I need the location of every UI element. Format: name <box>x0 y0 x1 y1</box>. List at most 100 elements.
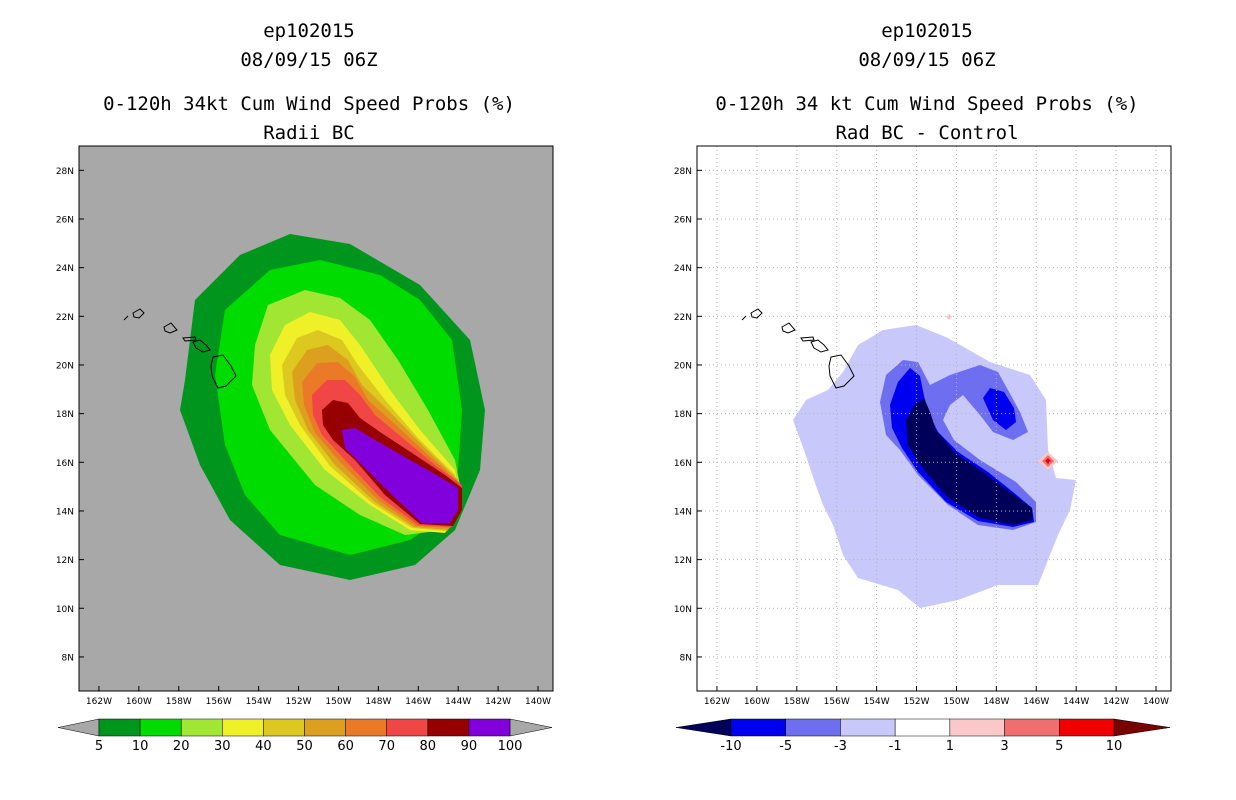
colorbar-swatch <box>263 718 305 737</box>
colorbar-swatch <box>785 718 841 737</box>
colorbar-label: 50 <box>296 739 313 754</box>
lat-tick-label: 18N <box>674 410 692 420</box>
lat-tick-label: 20N <box>56 361 74 371</box>
lat-tick-label: 24N <box>674 264 692 274</box>
probability-contours <box>180 234 485 580</box>
colorbar-label: 70 <box>378 739 395 754</box>
lon-tick-label: 146W <box>405 697 431 707</box>
hawaii-coastline <box>741 308 855 389</box>
lon-tick-label: 162W <box>704 697 730 707</box>
maui-island <box>810 339 829 353</box>
colorbar-label: 40 <box>255 739 272 754</box>
colorbar-label: 100 <box>498 739 523 754</box>
molokai-island <box>182 336 197 342</box>
lon-tick-label: 144W <box>1063 697 1089 707</box>
lon-tick-label: 154W <box>246 697 272 707</box>
colorbar-right-arrow <box>509 718 553 737</box>
lon-tick-label: 148W <box>365 697 391 707</box>
map-axes: 28N 26N 24N 22N 20N 18N 16N 14N 12N 10N 8N 162W 160W… <box>56 167 551 707</box>
colorbar-swatch <box>730 718 786 737</box>
kauai-island <box>750 308 763 319</box>
colorbar-swatch <box>139 718 182 737</box>
colorbar-swatch <box>1059 718 1115 737</box>
colorbar-label: -5 <box>779 739 792 754</box>
lat-tick-label: 24N <box>56 264 74 274</box>
lon-tick-label: 156W <box>824 697 850 707</box>
colorbar-swatch <box>1004 718 1060 737</box>
colorbar-label: 5 <box>1055 739 1063 754</box>
hawaii-big-island <box>210 354 237 389</box>
storm-id-title: ep102015 <box>263 20 355 42</box>
colorbar-swatch <box>222 718 264 737</box>
date-title: 08/09/15 06Z <box>858 49 996 71</box>
lat-tick-label: 10N <box>56 605 74 615</box>
lon-tick-label: 158W <box>166 697 192 707</box>
kauai-island <box>132 308 145 319</box>
colorbar-swatch <box>468 718 511 737</box>
lon-tick-label: 140W <box>525 697 551 707</box>
niihau-island <box>741 315 747 321</box>
oahu-island <box>781 322 796 334</box>
contour-minus10 <box>906 398 1033 525</box>
subtitle: Rad BC - Control <box>835 122 1019 144</box>
product-title: 0-120h 34kt Cum Wind Speed Probs (%) <box>103 93 515 115</box>
colorbar-label: 60 <box>337 739 354 754</box>
lat-tick-label: 28N <box>674 167 692 177</box>
colorbar-swatch <box>345 718 387 737</box>
map-frame <box>696 145 1172 692</box>
lon-tick-label: 142W <box>485 697 511 707</box>
lon-tick-label: 160W <box>126 697 152 707</box>
colorbar-label: 20 <box>173 739 190 754</box>
lon-tick-label: 144W <box>445 697 471 707</box>
lat-tick-label: 12N <box>56 556 74 566</box>
right-panel: ep102015 08/09/15 06Z 0-120h 34 kt Cum W… <box>618 0 1236 800</box>
colorbar: 5 10 20 30 40 50 60 70 80 90 100 <box>57 718 553 754</box>
colorbar-label: 1 <box>946 739 954 754</box>
subtitle: Radii BC <box>263 122 355 144</box>
lat-tick-label: 14N <box>674 507 692 517</box>
lat-tick-label: 18N <box>56 410 74 420</box>
lat-tick-label: 22N <box>56 313 74 323</box>
colorbar-label: -1 <box>889 739 902 754</box>
right-map: 28N 26N 24N 22N 20N 18N 16N 14N 12N 10N 8N 162W 160W… <box>674 145 1172 754</box>
contour-minus5-b <box>983 388 1016 430</box>
lon-tick-label: 156W <box>206 697 232 707</box>
lat-tick-label: 26N <box>56 215 74 225</box>
difference-contours <box>793 314 1076 608</box>
storm-id-title: ep102015 <box>881 20 973 42</box>
colorbar-label: 90 <box>461 739 478 754</box>
contour-90 <box>342 428 458 523</box>
colorbar-label: 3 <box>1000 739 1008 754</box>
lon-tick-label: 148W <box>983 697 1009 707</box>
colorbar-swatch <box>427 718 470 737</box>
lon-tick-label: 152W <box>285 697 311 707</box>
colorbar-left-arrow <box>57 718 100 737</box>
colorbar-left-arrow <box>675 718 732 737</box>
colorbar-swatch <box>840 718 896 737</box>
colorbar-swatch <box>180 718 223 737</box>
hawaii-coastline <box>123 308 237 389</box>
lon-tick-label: 142W <box>1103 697 1129 707</box>
map-frame <box>78 145 554 692</box>
colorbar-label: 10 <box>132 739 149 754</box>
lon-tick-label: 154W <box>864 697 890 707</box>
maui-island <box>192 339 211 353</box>
lon-tick-label: 160W <box>744 697 770 707</box>
grid-lines <box>697 146 1171 691</box>
lat-tick-label: 26N <box>674 215 692 225</box>
lon-tick-label: 146W <box>1023 697 1049 707</box>
lon-tick-label: 162W <box>86 697 112 707</box>
colorbar-swatch <box>894 718 951 737</box>
colorbar: -10 -5 -3 -1 1 3 5 10 <box>675 718 1171 754</box>
niihau-island <box>123 315 129 321</box>
lon-tick-label: 158W <box>784 697 810 707</box>
left-map: 28N 26N 24N 22N 20N 18N 16N 14N 12N 10N 8N 162W 160W… <box>56 145 554 754</box>
hawaii-big-island <box>828 354 855 389</box>
lon-tick-label: 150W <box>325 697 351 707</box>
lon-tick-label: 150W <box>943 697 969 707</box>
map-axes: 28N 26N 24N 22N 20N 18N 16N 14N 12N 10N 8N 162W 160W… <box>674 167 1169 707</box>
lat-tick-label: 8N <box>62 653 74 663</box>
colorbar-label: 10 <box>1106 739 1123 754</box>
lat-tick-label: 14N <box>56 507 74 517</box>
colorbar-right-arrow <box>1113 718 1171 737</box>
